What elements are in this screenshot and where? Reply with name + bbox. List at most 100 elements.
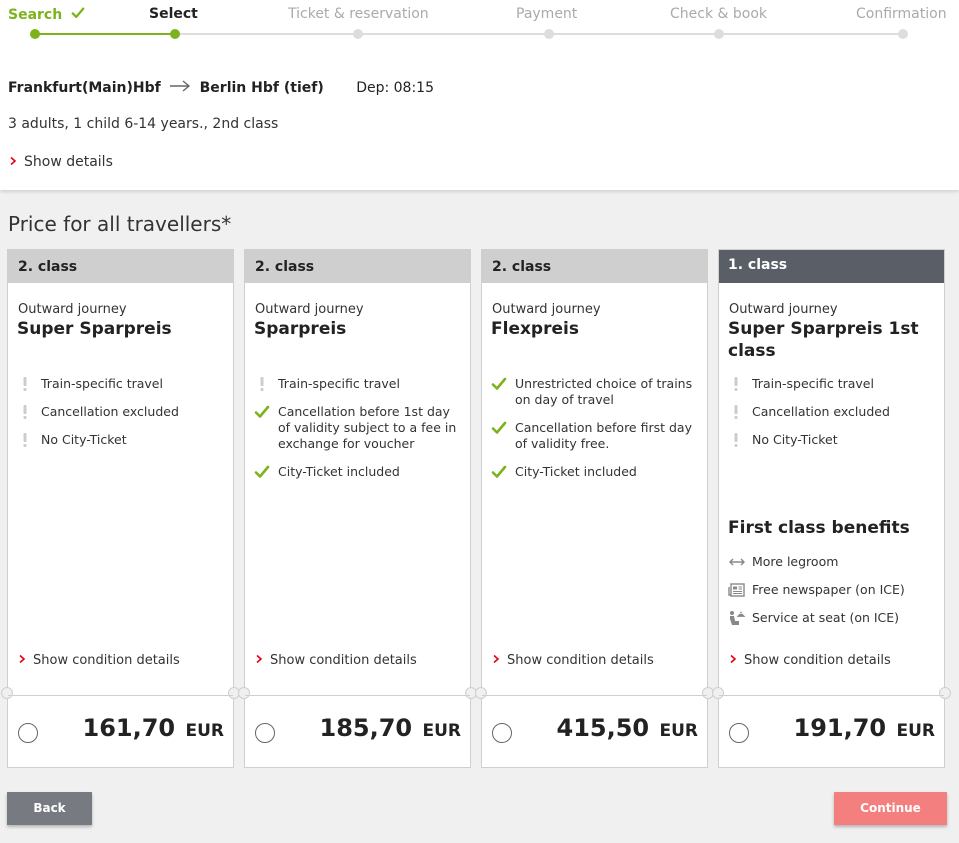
feature-text: Cancellation before 1st day of validity … <box>278 404 457 451</box>
fare-name: Super Sparpreis <box>17 319 172 339</box>
feature-item: Cancellation before 1st day of validity … <box>254 404 464 452</box>
card-notch <box>475 687 487 699</box>
fare-name: Sparpreis <box>254 319 347 339</box>
offer-card-super-sparpreis-1st-class[interactable]: 1. class Outward journey Super Sparpreis… <box>712 249 951 768</box>
offer-card-sparpreis[interactable]: 2. class Outward journey Sparpreis Train… <box>238 249 477 768</box>
benefit-text: Service at seat (on ICE) <box>752 610 900 625</box>
price-currency: EUR <box>422 721 461 741</box>
feature-item: City-Ticket included <box>254 464 464 480</box>
price-amount: 191,70 <box>793 714 887 742</box>
offer-card-super-sparpreis[interactable]: 2. class Outward journey Super Sparpreis… <box>1 249 240 768</box>
arrow-right-icon <box>170 80 191 92</box>
departure-time: Dep: 08:15 <box>356 80 434 96</box>
feature-list: Train-specific travel Cancellation befor… <box>254 376 464 492</box>
feature-text: Cancellation before first day of validit… <box>515 420 692 451</box>
card-notch <box>1 687 13 699</box>
card-notch <box>939 687 951 699</box>
feature-item: Unrestricted choice of trains on day of … <box>491 376 701 408</box>
feature-text: No City-Ticket <box>41 432 127 447</box>
feature-text: Cancellation excluded <box>41 404 179 419</box>
feature-item: No City-Ticket <box>17 432 227 448</box>
progress-track-remaining <box>175 33 905 35</box>
condition-link-label: Show condition details <box>507 653 654 668</box>
chevron-right-icon <box>730 654 737 664</box>
travellers-summary: 3 adults, 1 child 6-14 years., 2nd class <box>8 116 279 132</box>
class-label: 2. class <box>482 250 707 283</box>
benefit-item: More legroom <box>728 554 938 570</box>
offer-radio[interactable] <box>492 723 512 743</box>
check-icon <box>254 405 270 418</box>
check-icon <box>491 465 507 478</box>
show-details-link[interactable]: Show details <box>8 154 113 170</box>
price-currency: EUR <box>185 721 224 741</box>
feature-item: Cancellation before first day of validit… <box>491 420 701 452</box>
benefits-title: First class benefits <box>728 518 910 538</box>
step-search[interactable]: Search <box>8 6 85 23</box>
step-label: Search <box>8 7 63 23</box>
price-amount: 185,70 <box>319 714 413 742</box>
feature-text: Train-specific travel <box>278 376 400 391</box>
card-price-footer: 191,70 EUR <box>719 695 944 767</box>
journey-label: Outward journey <box>255 302 364 317</box>
progress-track-done <box>35 33 175 35</box>
continue-button[interactable]: Continue <box>834 792 947 825</box>
exclamation-icon <box>734 377 738 391</box>
destination-station: Berlin Hbf (tief) <box>199 80 324 96</box>
step-select: Select <box>149 6 198 22</box>
step-label: Ticket & reservation <box>288 6 429 22</box>
feature-item: Cancellation excluded <box>17 404 227 420</box>
step-dot-payment <box>544 29 554 39</box>
feature-item: Train-specific travel <box>254 376 464 392</box>
card-price-footer: 161,70 EUR <box>8 695 233 767</box>
offer-radio[interactable] <box>729 723 749 743</box>
step-dot-confirmation <box>898 29 908 39</box>
feature-text: Train-specific travel <box>752 376 874 391</box>
step-label: Select <box>149 6 198 22</box>
offer-price: 191,70 EUR <box>794 714 936 742</box>
show-condition-details-link[interactable]: Show condition details <box>17 653 180 668</box>
chevron-right-icon <box>256 654 263 664</box>
feature-text: Unrestricted choice of trains on day of … <box>515 376 693 407</box>
seat-service-icon <box>730 611 745 625</box>
step-dot-search <box>30 29 40 39</box>
newspaper-icon <box>728 583 745 597</box>
offer-price: 161,70 EUR <box>83 714 225 742</box>
progress-steps: Search Select Ticket & reservation Payme… <box>0 0 959 44</box>
check-icon <box>254 465 270 478</box>
fare-name: Flexpreis <box>491 319 579 339</box>
feature-text: City-Ticket included <box>278 464 400 479</box>
check-icon <box>491 421 507 434</box>
class-label: 2. class <box>8 250 233 283</box>
show-condition-details-link[interactable]: Show condition details <box>491 653 654 668</box>
condition-link-label: Show condition details <box>744 653 891 668</box>
step-ticket-reservation: Ticket & reservation <box>288 6 429 22</box>
feature-item: City-Ticket included <box>491 464 701 480</box>
journey-label: Outward journey <box>729 302 838 317</box>
offer-radio[interactable] <box>255 723 275 743</box>
back-button[interactable]: Back <box>7 792 92 825</box>
card-notch <box>712 687 724 699</box>
show-condition-details-link[interactable]: Show condition details <box>728 653 891 668</box>
step-confirmation: Confirmation <box>856 6 947 22</box>
feature-list: Unrestricted choice of trains on day of … <box>491 376 701 492</box>
show-condition-details-link[interactable]: Show condition details <box>254 653 417 668</box>
offer-radio[interactable] <box>18 723 38 743</box>
offer-card-flexpreis[interactable]: 2. class Outward journey Flexpreis Unres… <box>475 249 714 768</box>
step-check-book: Check & book <box>670 6 767 22</box>
header-panel: Search Select Ticket & reservation Payme… <box>0 0 959 190</box>
price-currency: EUR <box>659 721 698 741</box>
feature-item: Train-specific travel <box>728 376 938 392</box>
price-currency: EUR <box>896 721 935 741</box>
card-notch <box>238 687 250 699</box>
class-label: 2. class <box>245 250 470 283</box>
exclamation-icon <box>734 433 738 447</box>
step-label: Check & book <box>670 6 768 22</box>
show-details-label: Show details <box>24 154 113 170</box>
feature-item: Cancellation excluded <box>728 404 938 420</box>
journey-label: Outward journey <box>18 302 127 317</box>
offer-price: 415,50 EUR <box>557 714 699 742</box>
feature-list: Train-specific travel Cancellation exclu… <box>17 376 227 460</box>
class-label: 1. class <box>719 250 944 283</box>
chevron-right-icon <box>19 654 26 664</box>
condition-link-label: Show condition details <box>33 653 180 668</box>
